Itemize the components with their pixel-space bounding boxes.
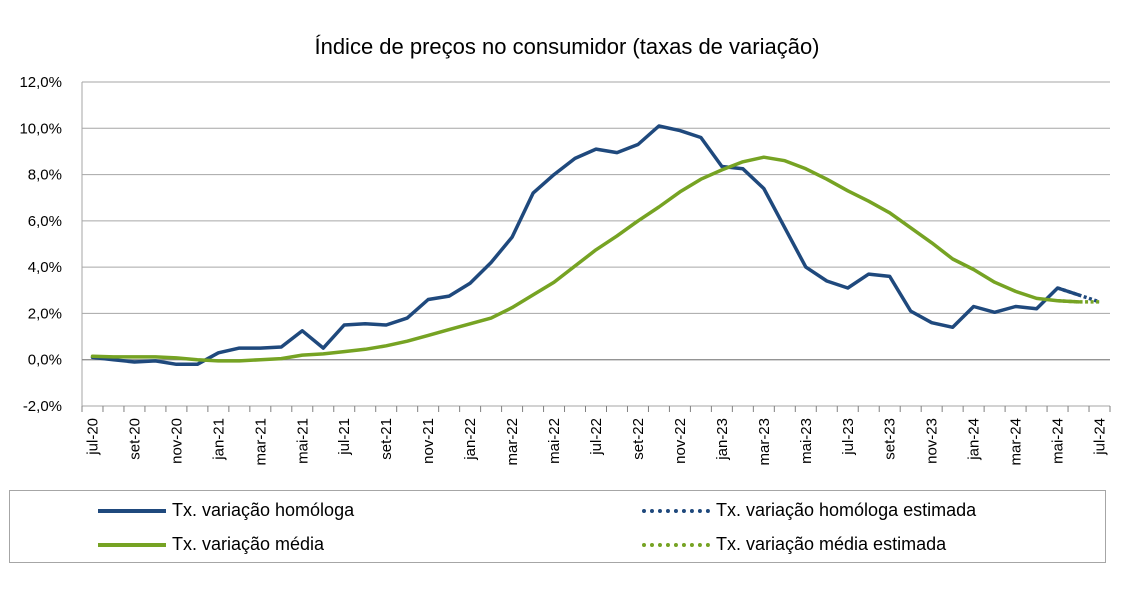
- y-tick-label: 8,0%: [28, 167, 62, 184]
- x-tick-label: jan-24: [966, 418, 983, 461]
- x-tick-label: jan-22: [462, 418, 479, 461]
- x-tick-label: jul-21: [336, 418, 353, 456]
- legend-label-homologa-estimada: Tx. variação homóloga estimada: [716, 500, 977, 520]
- y-tick-label: 4,0%: [28, 259, 62, 276]
- legend: Tx. variação homóloga Tx. variação homól…: [9, 490, 1106, 563]
- chart-title: Índice de preços no consumidor (taxas de…: [314, 34, 819, 59]
- y-tick-label: 12,0%: [19, 74, 62, 91]
- legend-item-homologa-estimada: Tx. variação homóloga estimada: [642, 500, 976, 521]
- legend-swatch-homologa: [98, 508, 166, 513]
- y-tick-label: 0,0%: [28, 352, 62, 369]
- x-tick-label: jul-24: [1092, 418, 1109, 456]
- x-tick-label: jan-21: [210, 418, 227, 461]
- x-tick-label: mar-22: [504, 418, 521, 466]
- legend-item-homologa: Tx. variação homóloga: [98, 500, 354, 521]
- series-lines: [90, 124, 1101, 367]
- x-tick-label: mar-23: [756, 418, 773, 466]
- x-tick-label: jul-20: [84, 418, 101, 456]
- series-line-tx-varia-o-m-dia: [90, 155, 1081, 363]
- x-tick-label: jul-23: [840, 418, 857, 456]
- x-tick-label: nov-21: [420, 418, 437, 464]
- legend-label-homologa: Tx. variação homóloga: [172, 500, 355, 520]
- series-line-tx-varia-o-hom-loga: [90, 124, 1081, 367]
- x-tick-label: set-22: [630, 418, 647, 460]
- x-tick-label: jul-22: [588, 418, 605, 456]
- y-tick-label: 6,0%: [28, 213, 62, 230]
- legend-swatch-media: [98, 542, 166, 547]
- legend-item-media: Tx. variação média: [98, 534, 324, 555]
- x-tick-label: nov-22: [672, 418, 689, 464]
- series-line-tx-varia-o-m-dia-estimada: [1057, 298, 1100, 304]
- y-tick-label: -2,0%: [23, 398, 62, 415]
- y-axis-ticks: -2,0% 0,0% 2,0% 4,0% 6,0% 8,0% 10,0% 12,0%: [19, 74, 62, 415]
- x-tick-label: set-20: [126, 418, 143, 460]
- x-axis: jul-20 set-20 nov-20 jan-21 mar-21 mai-21 jul-…: [81, 359, 1111, 466]
- legend-swatch-homologa-estimada: [642, 508, 710, 513]
- x-tick-label: nov-20: [168, 418, 185, 464]
- legend-label-media: Tx. variação média: [172, 534, 325, 554]
- x-tick-label: mar-24: [1008, 418, 1025, 466]
- x-tick-label: set-23: [882, 418, 899, 460]
- x-tick-label: mai-22: [546, 418, 563, 464]
- x-tick-label: mai-23: [798, 418, 815, 464]
- legend-swatch-media-estimada: [642, 542, 710, 547]
- x-tick-label: nov-23: [924, 418, 941, 464]
- gridlines: [81, 81, 1110, 407]
- y-tick-label: 10,0%: [19, 120, 62, 137]
- x-tick-label: set-21: [378, 418, 395, 460]
- series-line-tx-varia-o-hom-loga-estimada: [1057, 286, 1101, 304]
- x-tick-label: jan-23: [714, 418, 731, 461]
- legend-label-media-estimada: Tx. variação média estimada: [716, 534, 947, 554]
- x-tick-label: mai-21: [294, 418, 311, 464]
- x-tick-label: mar-21: [252, 418, 269, 466]
- y-tick-label: 2,0%: [28, 305, 62, 322]
- x-tick-label: mai-24: [1050, 418, 1067, 464]
- legend-item-media-estimada: Tx. variação média estimada: [642, 534, 946, 555]
